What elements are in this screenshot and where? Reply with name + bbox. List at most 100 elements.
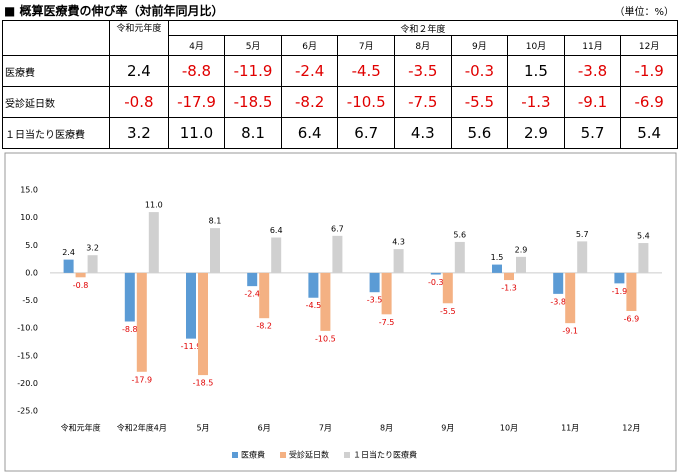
bar <box>87 255 98 273</box>
bar <box>553 272 564 294</box>
data-label: 2.4 <box>62 248 75 257</box>
bar <box>148 212 159 273</box>
x-tick-label: 令和元年度 <box>61 423 101 433</box>
data-label: 5.6 <box>453 230 466 239</box>
data-label: -7.5 <box>379 318 395 327</box>
data-label: -8.2 <box>256 322 272 331</box>
bar <box>638 243 649 273</box>
value-cell: 4.3 <box>394 117 452 149</box>
value-cell: -2.4 <box>280 55 339 87</box>
bar <box>247 272 258 287</box>
chart-frame <box>4 152 677 472</box>
bar <box>516 256 526 273</box>
value-cell: -0.3 <box>450 55 509 87</box>
value-cell: 5.4 <box>620 117 678 149</box>
legend-swatch <box>280 452 286 458</box>
value-cell: -5.5 <box>450 86 509 118</box>
value-cell: -9.1 <box>563 86 622 118</box>
y-tick-label: 10.0 <box>20 213 38 222</box>
data-label: -9.1 <box>562 327 578 336</box>
bar <box>626 272 637 311</box>
title: ■ 概算医療費の伸び率（対前年同月比） <box>4 4 224 18</box>
x-tick-label: 10月 <box>500 424 518 433</box>
data-label: -4.5 <box>306 301 322 310</box>
data-label: -0.8 <box>73 281 89 290</box>
x-tick-label: 11月 <box>561 424 579 433</box>
y-tick-label: -5.0 <box>22 296 38 305</box>
row-label: １日当たり医療費 <box>1 117 111 149</box>
x-tick-label: 12月 <box>622 424 640 433</box>
data-label: 5.7 <box>576 230 589 239</box>
data-label: -8.8 <box>122 325 138 334</box>
x-tick-label: 8月 <box>380 424 393 433</box>
bar <box>565 272 576 324</box>
unit: （単位：%） <box>614 7 674 18</box>
table: 令和元年度 令和２年度 4月 5月 6月 7月 8月 9月 10月 11月 12月 医療費 2.4 -8.… <box>1 20 679 149</box>
data-label: 3.2 <box>86 244 99 253</box>
data-label: -10.5 <box>315 334 336 343</box>
bar <box>454 241 465 273</box>
legend-swatch <box>232 452 238 458</box>
data-label: -2.4 <box>244 290 260 299</box>
data-label: -3.5 <box>367 296 383 305</box>
value-cell: -1.3 <box>507 86 565 118</box>
x-tick-label: 令和2年度4月 <box>117 423 167 433</box>
bar <box>442 272 453 304</box>
bar <box>210 228 220 273</box>
value-cell: 5.7 <box>563 117 622 149</box>
value-cell: 6.7 <box>337 117 395 149</box>
bar <box>124 272 135 322</box>
bar <box>75 272 86 278</box>
legend-label: 医療費 <box>241 450 265 460</box>
bar <box>504 272 514 281</box>
data-label: -11.9 <box>181 342 202 351</box>
data-label: -5.5 <box>440 307 456 316</box>
bar <box>492 264 502 273</box>
value-cell: -7.5 <box>394 86 452 118</box>
value-cell: 2.4 <box>109 55 169 87</box>
data-label: 2.9 <box>515 245 528 254</box>
value-cell: -0.8 <box>109 86 169 118</box>
bar <box>186 272 196 339</box>
data-label: -0.3 <box>428 278 444 287</box>
value-cell: -18.5 <box>224 86 282 118</box>
data-label: 4.3 <box>392 238 405 247</box>
legend-label: １日当たり医療費 <box>353 450 417 460</box>
data-label: -1.3 <box>501 284 517 293</box>
data-label: -1.9 <box>612 287 628 296</box>
x-tick-label: 9月 <box>441 424 454 433</box>
y-tick-label: 5.0 <box>25 241 38 250</box>
legend-label: 受診延日数 <box>289 450 329 460</box>
data-label: 11.0 <box>145 201 163 210</box>
value-cell: -17.9 <box>167 86 226 118</box>
data-label: -17.9 <box>131 375 152 384</box>
x-tick-label: 7月 <box>319 424 332 433</box>
bar <box>369 272 380 293</box>
y-tick-label: 15.0 <box>20 186 38 195</box>
bar <box>271 237 282 273</box>
x-tick-label: 6月 <box>258 424 271 433</box>
bar <box>393 249 404 273</box>
data-label: 5.4 <box>637 232 650 241</box>
bar <box>259 272 270 319</box>
y-tick-label: -25.0 <box>17 407 38 416</box>
data-label: -6.9 <box>624 314 640 323</box>
bar <box>577 241 588 273</box>
bar <box>381 272 392 315</box>
legend-swatch <box>344 452 350 458</box>
data-label: -3.8 <box>550 297 566 306</box>
data-label: 6.4 <box>270 226 283 235</box>
bar <box>430 272 441 275</box>
y-tick-label: -10.0 <box>17 324 38 333</box>
value-cell: 11.0 <box>167 117 226 149</box>
y-tick-label: -20.0 <box>17 379 38 388</box>
x-tick-label: 5月 <box>196 424 209 433</box>
bar <box>614 272 625 284</box>
bar <box>63 259 74 273</box>
data-label: 8.1 <box>209 217 222 226</box>
row-label: 受診延日数 <box>1 86 111 118</box>
value-cell: -11.9 <box>224 55 282 87</box>
bar <box>136 272 147 372</box>
